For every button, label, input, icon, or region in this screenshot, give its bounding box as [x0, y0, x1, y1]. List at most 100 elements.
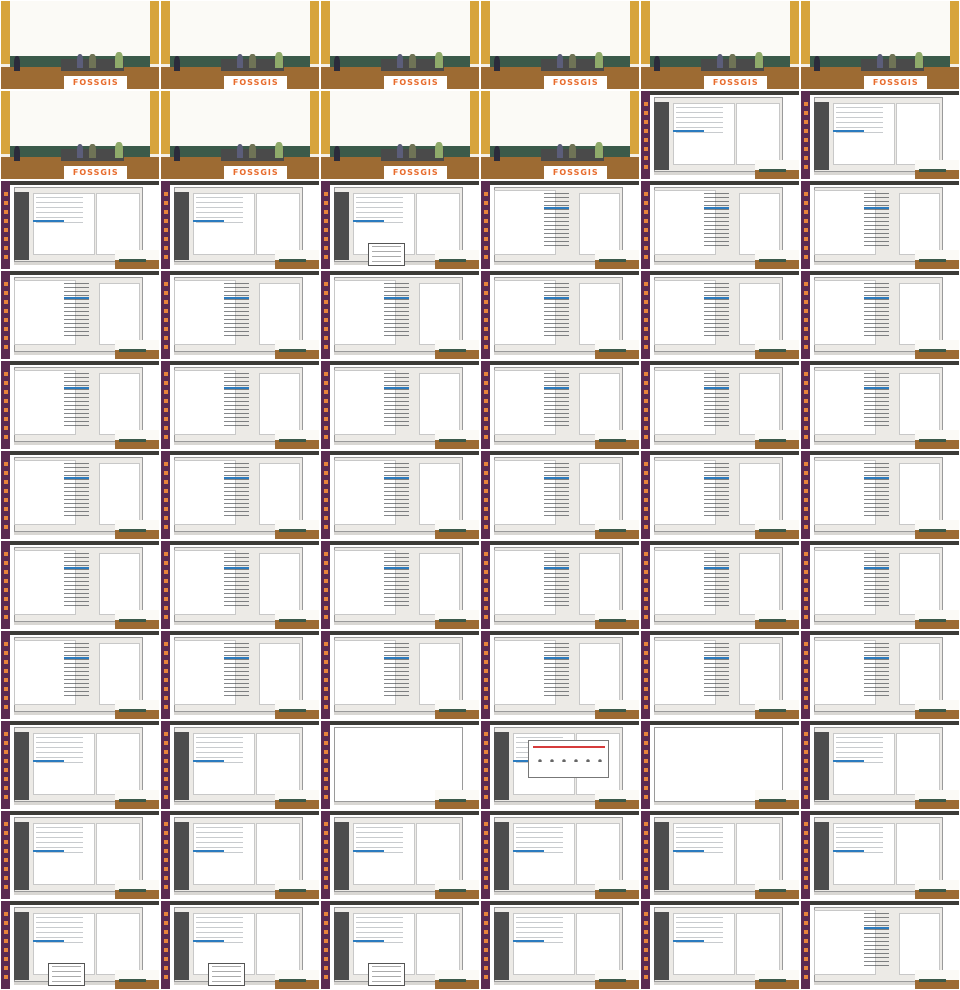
selection-highlight — [704, 567, 730, 570]
right-pane — [898, 373, 941, 435]
thumbnail-conference-room: FOSSGIS — [641, 1, 799, 89]
camera-inset — [434, 429, 479, 449]
status-bar — [333, 801, 464, 806]
selection-highlight — [704, 207, 730, 210]
selection-highlight — [512, 849, 545, 853]
selection-highlight — [32, 849, 65, 853]
launcher-bar — [161, 901, 171, 989]
camera-inset — [114, 699, 159, 719]
status-bar — [333, 441, 464, 446]
thumbnail-screen-desktop-menu — [321, 181, 479, 269]
camera-inset — [434, 969, 479, 989]
room-pillar-r — [149, 91, 159, 155]
selection-highlight — [704, 477, 730, 480]
launcher-bar — [321, 361, 331, 449]
top-bar — [10, 271, 159, 276]
right-pane — [98, 553, 141, 615]
banner-logo: FOSSGIS — [224, 165, 288, 179]
thumbnail-conference-room: FOSSGIS — [321, 91, 479, 179]
selection-highlight — [544, 477, 570, 480]
top-bar — [10, 631, 159, 636]
top-bar — [650, 901, 799, 906]
status-bar — [173, 261, 304, 266]
status-bar — [173, 891, 304, 896]
camera-inset — [594, 339, 639, 359]
launcher-bar — [1, 901, 11, 989]
camera-inset — [914, 879, 959, 899]
app-sidebar — [173, 731, 190, 801]
status-bar — [493, 261, 624, 266]
text-lines — [384, 373, 410, 427]
text-lines — [384, 283, 410, 337]
top-bar — [490, 631, 639, 636]
thumbnail-screen-list — [481, 451, 639, 539]
text-lines — [864, 463, 890, 517]
room-pillar-l — [321, 1, 331, 65]
right-pane — [578, 643, 621, 705]
thumbnail-screen-list — [161, 451, 319, 539]
text-lines — [384, 463, 410, 517]
status-bar — [493, 891, 624, 896]
thumbnail-screen-list — [641, 451, 799, 539]
top-bar — [170, 451, 319, 456]
room-pillar-l — [1, 91, 11, 155]
status-bar — [333, 891, 464, 896]
top-bar — [650, 541, 799, 546]
app-sidebar — [173, 911, 190, 981]
room-p1 — [813, 55, 820, 72]
launcher-bar — [161, 361, 171, 449]
status-bar — [173, 531, 304, 536]
text-lines — [64, 373, 90, 427]
context-menu — [48, 962, 86, 986]
launcher-bar — [641, 901, 651, 989]
room-pillar-r — [789, 1, 799, 65]
right-pane — [418, 373, 461, 435]
context-menu — [208, 962, 246, 986]
top-bar — [10, 901, 159, 906]
app-sidebar — [13, 731, 30, 801]
top-bar — [10, 721, 159, 726]
right-pane — [895, 823, 941, 885]
room-wall — [330, 1, 470, 56]
top-bar — [810, 541, 959, 546]
launcher-bar — [481, 181, 491, 269]
room-p3 — [409, 143, 416, 158]
camera-inset — [754, 609, 799, 629]
camera-inset — [594, 249, 639, 269]
selection-highlight — [512, 939, 545, 943]
launcher-bar — [321, 541, 331, 629]
thumbnail-screen-list — [161, 631, 319, 719]
selection-highlight — [224, 657, 250, 660]
selection-highlight — [64, 567, 90, 570]
camera-inset — [914, 159, 959, 179]
top-bar — [170, 361, 319, 366]
selection-highlight — [224, 297, 250, 300]
right-pane — [578, 463, 621, 525]
selection-highlight — [64, 657, 90, 660]
text-lines — [704, 193, 730, 247]
app-sidebar — [333, 911, 350, 981]
top-bar — [170, 541, 319, 546]
selection-highlight — [864, 207, 890, 210]
launcher-bar — [801, 181, 811, 269]
room-p2 — [76, 143, 84, 158]
top-bar — [10, 361, 159, 366]
thumbnail-screen-desktop — [641, 811, 799, 899]
thumbnail-screen-list — [321, 361, 479, 449]
text-lines — [864, 193, 890, 247]
status-bar — [813, 801, 944, 806]
thumbnail-screen-list — [801, 271, 959, 359]
camera-inset — [754, 519, 799, 539]
banner-logo: FOSSGIS — [544, 165, 608, 179]
banner-logo: FOSSGIS — [384, 75, 448, 89]
camera-inset — [114, 609, 159, 629]
launcher-bar — [801, 361, 811, 449]
right-pane — [255, 823, 301, 885]
selection-highlight — [224, 387, 250, 390]
status-bar — [653, 261, 784, 266]
right-pane — [578, 193, 621, 255]
top-bar — [810, 181, 959, 186]
room-pillar-l — [161, 1, 171, 65]
selection-highlight — [384, 297, 410, 300]
